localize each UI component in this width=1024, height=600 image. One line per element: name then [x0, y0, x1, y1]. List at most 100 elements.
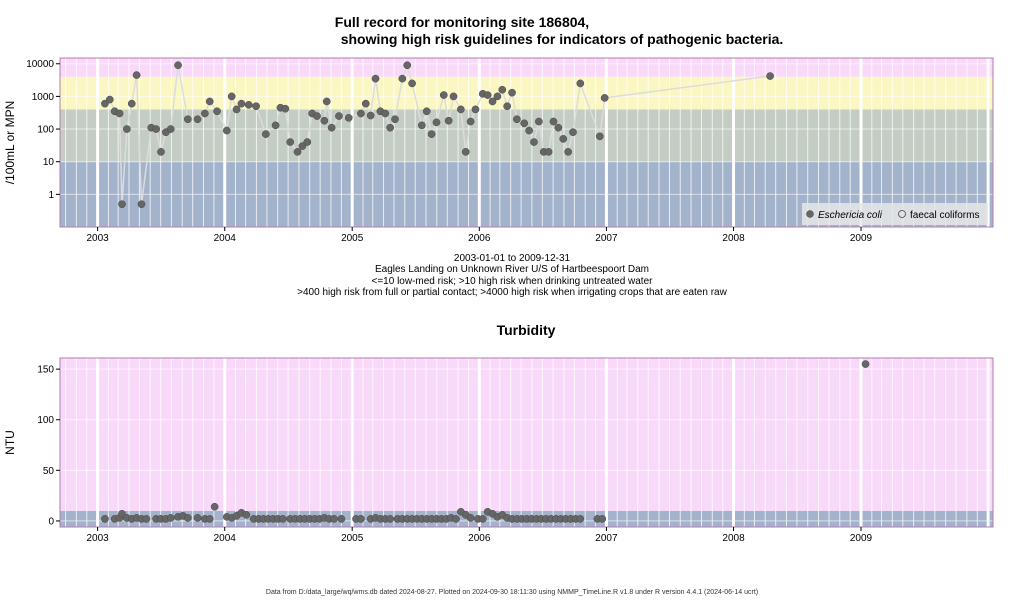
caption-risk-contact: >400 high risk from full or partial cont… [297, 287, 727, 298]
legend-box [802, 203, 988, 225]
data-point [493, 92, 502, 101]
x-tick-label: 2005 [341, 233, 364, 244]
data-point [483, 91, 492, 99]
y-tick-label: 10000 [26, 59, 54, 70]
data-point [330, 515, 338, 523]
data-point [166, 514, 175, 522]
data-point [520, 119, 529, 128]
data-point [549, 117, 558, 126]
data-point [271, 121, 280, 130]
data-point [417, 121, 426, 130]
ecoli-plot: 1 10 100 1000 10000 2003 2004 2005 2006 2007 2008 2… [3, 57, 994, 244]
data-point [193, 115, 202, 124]
data-point [564, 148, 572, 156]
y-tick-label: 100 [37, 125, 54, 136]
data-point [152, 125, 160, 133]
caption-risk-drinking: <=10 low-med risk; >10 high risk when dr… [371, 276, 653, 287]
data-point [142, 515, 151, 523]
data-point [403, 61, 412, 70]
data-point [386, 123, 395, 132]
data-point [530, 138, 538, 146]
legend: Eschericia coli faecal coliforms [802, 203, 988, 225]
data-point [576, 79, 585, 88]
data-point [252, 102, 260, 111]
data-point [357, 109, 365, 118]
data-point [508, 88, 516, 97]
data-point [166, 125, 175, 133]
y-tick-label: 10 [43, 157, 55, 168]
turbidity-plot: 0 50 100 150 2003 2004 2005 2006 2007 2008 2009 NTU [3, 357, 994, 544]
data-point [576, 515, 585, 523]
data-point [137, 200, 146, 209]
footer-note: Data from D:/data_large/wq/wms.db dated … [265, 589, 759, 596]
x-tick-label: 2008 [722, 233, 745, 244]
data-point [244, 101, 253, 109]
data-point [461, 148, 470, 156]
data-point [525, 126, 533, 135]
data-point [439, 91, 448, 99]
data-point [471, 105, 480, 114]
x-tick-label: 2006 [468, 233, 491, 244]
data-point [444, 116, 453, 125]
data-point [303, 138, 312, 146]
legend-marker-filled [806, 210, 814, 218]
data-point [279, 515, 287, 523]
data-point [123, 125, 131, 133]
x-tick-label: 2006 [468, 533, 491, 544]
data-point [554, 123, 563, 132]
data-point [115, 109, 124, 118]
data-point [132, 71, 141, 79]
data-point [600, 94, 609, 102]
data-point [293, 148, 302, 156]
data-point [205, 515, 214, 523]
x-tick-label: 2009 [850, 533, 873, 544]
legend-marker-open [898, 210, 906, 218]
data-point [174, 61, 182, 70]
y-tick-label: 100 [37, 415, 54, 426]
data-point [322, 97, 331, 106]
data-point [535, 117, 543, 126]
chart-title-line-1: Full record for monitoring site 186804, [334, 14, 590, 30]
data-point [205, 97, 214, 106]
y-tick-label: 1 [48, 190, 54, 201]
caption-site-name: Eagles Landing on Unknown River U/S of H… [374, 264, 650, 275]
data-point [201, 109, 209, 118]
data-point [366, 111, 375, 120]
data-point [457, 105, 465, 114]
data-point [398, 74, 407, 83]
risk-band-1 [60, 358, 993, 511]
data-point [427, 130, 436, 138]
data-point [227, 92, 236, 101]
data-point [157, 148, 165, 156]
data-point [452, 515, 460, 523]
data-point [422, 107, 431, 116]
data-point [337, 515, 346, 523]
data-point [286, 138, 295, 146]
data-point [344, 114, 353, 122]
y-axis-label: NTU [3, 430, 17, 455]
x-tick-label: 2009 [850, 233, 873, 244]
data-point [466, 117, 475, 126]
risk-band-1 [60, 109, 993, 162]
data-point [327, 123, 336, 132]
data-point [320, 116, 329, 125]
y-axis-label: /100mL or MPN [3, 101, 17, 185]
x-tick-label: 2008 [722, 533, 745, 544]
data-point [478, 515, 487, 523]
legend-label-ecoli: Eschericia coli [818, 210, 883, 221]
data-point [281, 104, 290, 113]
x-tick-label: 2007 [595, 533, 618, 544]
data-point [213, 107, 221, 116]
x-tick-label: 2004 [214, 233, 237, 244]
risk-band-3 [60, 58, 993, 77]
data-point [101, 515, 109, 523]
plot-frame [59, 357, 994, 528]
risk-band-2 [60, 76, 993, 110]
x-tick-label: 2007 [595, 233, 618, 244]
data-point [503, 102, 512, 111]
data-point [118, 200, 126, 209]
data-point [559, 135, 568, 143]
data-point [313, 112, 321, 120]
data-point [408, 79, 416, 88]
data-point [361, 99, 370, 108]
